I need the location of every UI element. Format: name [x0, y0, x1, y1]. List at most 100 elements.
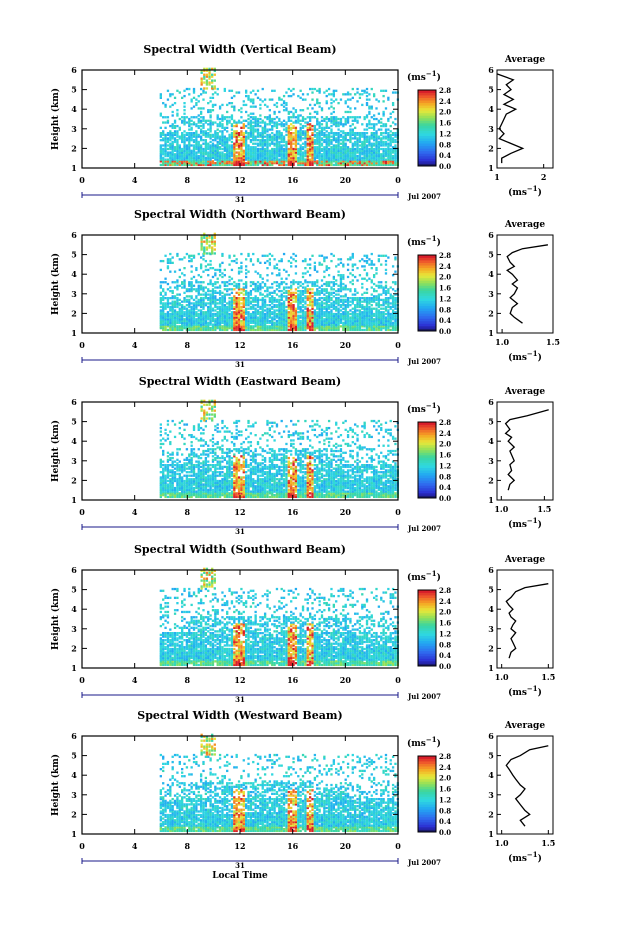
- heatmap-cell: [188, 319, 191, 323]
- heatmap-cell: [339, 123, 343, 126]
- heatmap-cell: [199, 309, 203, 312]
- heatmap-cell: [176, 252, 179, 256]
- heatmap-cell: [327, 291, 331, 294]
- heatmap-cell: [223, 312, 226, 316]
- heatmap-cell: [254, 316, 257, 319]
- heatmap-cell: [308, 149, 312, 152]
- heatmap-cell: [318, 261, 321, 265]
- heatmap-cell: [301, 147, 305, 151]
- heatmap-cell: [382, 319, 385, 323]
- heatmap-cell: [330, 154, 333, 158]
- heatmap-cell: [285, 312, 288, 316]
- heatmap-cell: [159, 94, 162, 98]
- heatmap-cell: [375, 130, 378, 133]
- heatmap-cell: [372, 135, 376, 138]
- heatmap-cell: [349, 93, 352, 96]
- heatmap-cell: [159, 139, 162, 142]
- heatmap-cell: [242, 298, 245, 302]
- heatmap-cell: [261, 126, 264, 129]
- heatmap-cell: [372, 312, 376, 316]
- heatmap-cell: [228, 296, 231, 300]
- heatmap-cell: [323, 275, 326, 279]
- heatmap-cell: [247, 151, 250, 154]
- heatmap-cell: [230, 147, 234, 151]
- heatmap-cell: [285, 318, 288, 321]
- heatmap-cell: [207, 309, 210, 312]
- heatmap-cell: [273, 312, 276, 316]
- heatmap-cell: [339, 261, 343, 265]
- heatmap-cell: [233, 254, 236, 257]
- heatmap-cell: [197, 321, 200, 324]
- heatmap-cell: [202, 311, 205, 314]
- heatmap-cell: [218, 318, 222, 321]
- heatmap-cell: [188, 309, 191, 312]
- heatmap-cell: [351, 147, 354, 151]
- heatmap-cell: [164, 161, 167, 165]
- heatmap-cell: [226, 110, 229, 114]
- heatmap-cell: [247, 316, 250, 319]
- heatmap-cell: [304, 98, 307, 101]
- heatmap-cell: [365, 326, 369, 330]
- heatmap-cell: [327, 281, 331, 284]
- heatmap-cell: [173, 137, 177, 140]
- heatmap-cell: [308, 325, 312, 328]
- heatmap-cell: [311, 160, 314, 163]
- heatmap-cell: [389, 153, 392, 156]
- heatmap-cell: [342, 323, 345, 326]
- heatmap-cell: [356, 300, 359, 303]
- heatmap-cell: [230, 137, 234, 140]
- heatmap-cell: [290, 163, 293, 167]
- heatmap-cell: [237, 302, 241, 305]
- heatmap-cell: [185, 131, 189, 135]
- heatmap-cell: [339, 281, 343, 284]
- heatmap-cell: [361, 93, 364, 96]
- heatmap-cell: [332, 281, 335, 284]
- heatmap-cell: [370, 314, 373, 317]
- heatmap-cell: [368, 154, 371, 158]
- heatmap-cell: [204, 326, 208, 330]
- heatmap-cell: [268, 123, 272, 126]
- heatmap-cell: [226, 288, 229, 291]
- heatmap-cell: [173, 318, 177, 321]
- heatmap-cell: [162, 130, 165, 133]
- heatmap-cell: [242, 160, 245, 163]
- heatmap-cell: [337, 270, 340, 273]
- heatmap-cell: [200, 242, 203, 245]
- heatmap-cell: [349, 160, 352, 163]
- heatmap-cell: [278, 140, 281, 144]
- heatmap-cell: [389, 325, 392, 328]
- heatmap-cell: [361, 321, 364, 324]
- heatmap-cell: [249, 293, 253, 296]
- heatmap-cell: [292, 291, 295, 294]
- heatmap-cell: [323, 305, 326, 309]
- heatmap-cell: [299, 89, 302, 92]
- heatmap-cell: [391, 103, 395, 107]
- heatmap-cell: [368, 316, 371, 319]
- heatmap-cell: [169, 305, 172, 309]
- heatmap-cell: [223, 282, 226, 286]
- heatmap-cell: [169, 261, 172, 265]
- heatmap-cell: [365, 312, 369, 316]
- heatmap-cell: [301, 300, 305, 303]
- heatmap-cell: [325, 321, 328, 324]
- heatmap-cell: [271, 254, 274, 257]
- heatmap-cell: [237, 300, 241, 303]
- heatmap-cell: [365, 149, 369, 152]
- heatmap-cell: [372, 319, 376, 323]
- heatmap-cell: [263, 151, 267, 154]
- heatmap-cell: [195, 281, 198, 284]
- heatmap-cell: [199, 107, 203, 110]
- heatmap-cell: [252, 126, 255, 129]
- heatmap-cell: [342, 286, 345, 289]
- heatmap-cell: [230, 328, 234, 332]
- heatmap-cell: [183, 279, 186, 282]
- heatmap-cell: [330, 158, 333, 161]
- heatmap-cell: [240, 323, 243, 326]
- heatmap-cell: [377, 323, 381, 326]
- heatmap-cell: [256, 139, 260, 142]
- heatmap-cell: [197, 319, 200, 323]
- heatmap-cell: [356, 144, 359, 147]
- heatmap-cell: [316, 307, 319, 310]
- heatmap-cell: [247, 293, 250, 296]
- heatmap-cell: [242, 311, 245, 314]
